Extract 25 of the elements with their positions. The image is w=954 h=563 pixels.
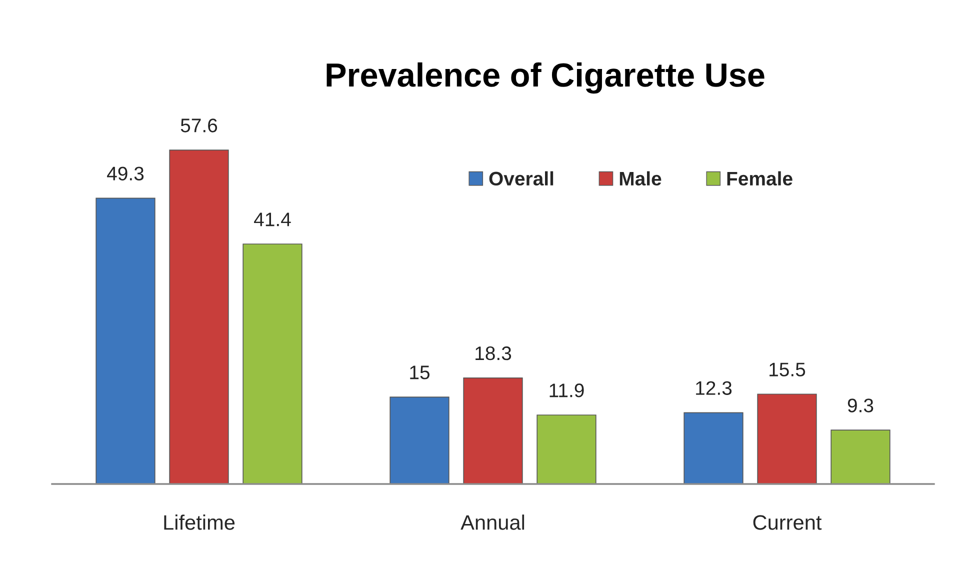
data-label: 49.3 xyxy=(107,166,144,180)
bar xyxy=(830,430,890,484)
bar xyxy=(536,414,596,484)
bar xyxy=(242,244,302,484)
data-label: 11.9 xyxy=(550,384,584,398)
data-label: 41.4 xyxy=(254,212,291,226)
bar xyxy=(96,198,156,484)
chart-title: Prevalence of Cigarette Use xyxy=(326,62,764,94)
bar xyxy=(169,150,229,484)
legend-label: Female xyxy=(727,171,792,186)
bar xyxy=(463,377,523,484)
data-label: 15.5 xyxy=(770,362,806,376)
x-tick-label: Current xyxy=(753,515,822,530)
data-label: 15 xyxy=(410,366,430,380)
bar xyxy=(390,396,450,484)
data-label: 12.3 xyxy=(696,381,732,395)
x-tick-label: Annual xyxy=(460,514,524,530)
legend-label: Male xyxy=(620,171,662,186)
data-label: 18.3 xyxy=(476,346,512,360)
bar xyxy=(757,394,817,484)
bar xyxy=(684,412,744,484)
x-tick-label: Lifetime xyxy=(164,514,235,530)
data-label: 57.6 xyxy=(180,118,218,132)
data-label: 9.3 xyxy=(848,398,874,412)
legend-label: Overall xyxy=(489,171,554,186)
